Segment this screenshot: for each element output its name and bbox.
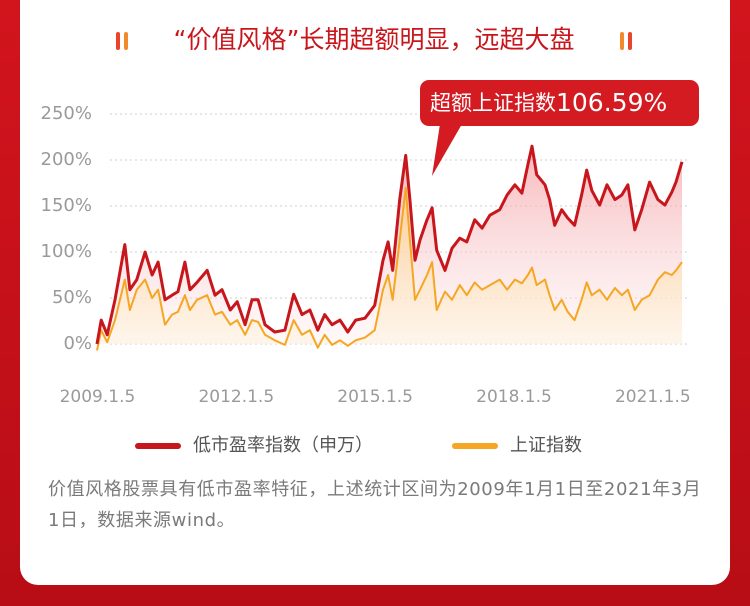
legend-label: 低市盈率指数（申万） <box>193 435 373 456</box>
y-tick-label: 100% <box>41 241 92 262</box>
x-tick-label: 2015.1.5 <box>337 387 413 407</box>
y-tick-label: 250% <box>41 103 92 124</box>
x-tick-label: 2012.1.5 <box>198 387 274 407</box>
y-tick-label: 150% <box>41 195 92 216</box>
x-tick-label: 2021.1.5 <box>615 387 691 407</box>
x-tick-label: 2018.1.5 <box>476 387 552 407</box>
legend-label: 上证指数 <box>510 435 582 456</box>
chart-title: “价值风格”长期超额明显，远超大盘 <box>174 25 575 54</box>
x-tick-label: 2009.1.5 <box>60 387 136 407</box>
series-line <box>95 144 684 345</box>
annotation-callout <box>420 80 699 176</box>
y-tick-label: 50% <box>52 287 92 308</box>
annotation: 超额上证指数106.59% <box>430 88 667 117</box>
y-tick-label: 200% <box>41 149 92 170</box>
title-decoration <box>116 32 632 50</box>
footnote: 价值风格股票具有低市盈率特征，上述统计区间为2009年1月1日至2021年3月1… <box>48 479 702 531</box>
annotation-label: 超额上证指数 <box>430 91 556 115</box>
annotation-value: 106.59% <box>556 88 667 117</box>
series-area <box>97 187 682 351</box>
series-line <box>96 186 683 351</box>
y-tick-label: 0% <box>63 333 92 354</box>
